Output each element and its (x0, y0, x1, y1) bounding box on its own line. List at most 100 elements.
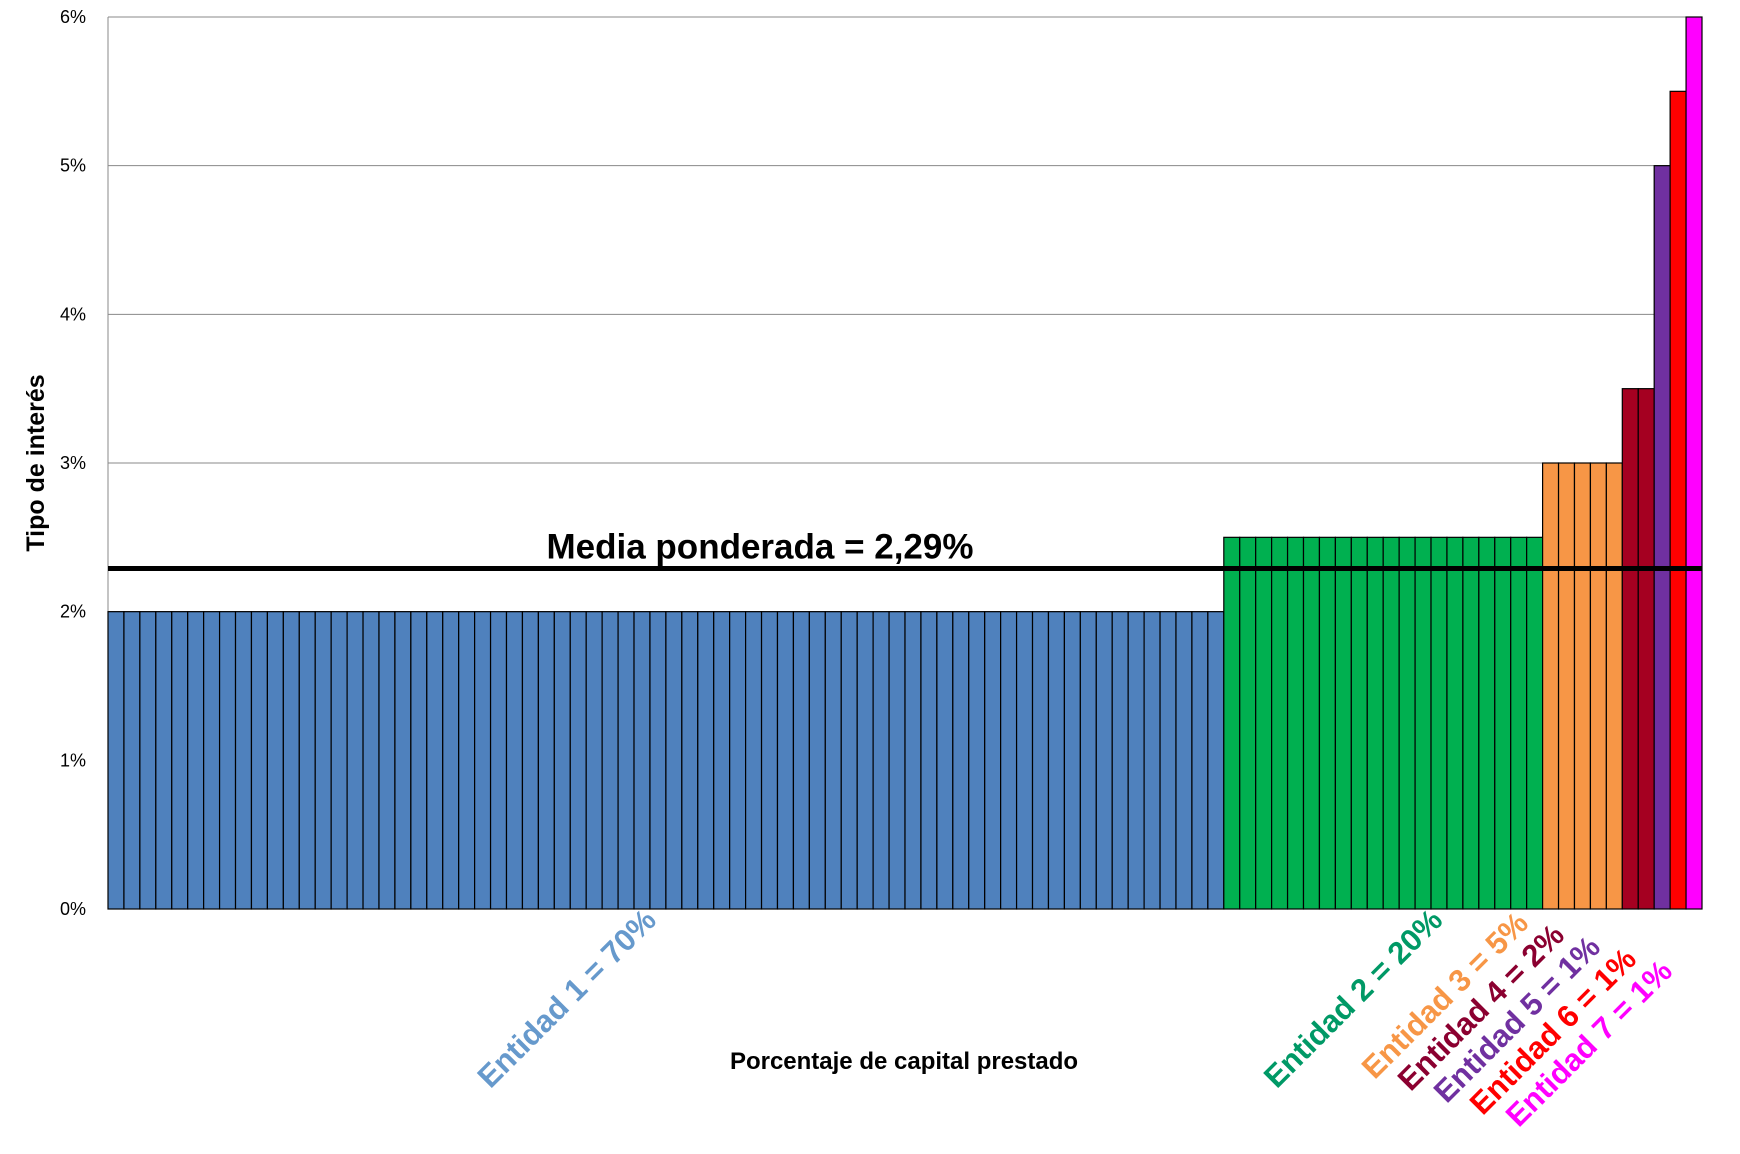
bar (1255, 536, 1273, 910)
bar (1414, 536, 1432, 910)
bar (1286, 536, 1305, 910)
bar (1589, 462, 1607, 910)
bar (1334, 536, 1352, 910)
bar (633, 611, 651, 910)
bar (171, 611, 189, 910)
bar (1143, 611, 1161, 910)
bar (1318, 536, 1336, 910)
bar (330, 611, 348, 910)
bar (155, 611, 173, 910)
bar (824, 611, 842, 910)
bar (1462, 536, 1480, 910)
bar (1111, 611, 1129, 910)
y-axis-title: Tipo de interés (22, 374, 50, 551)
entity-labels: Entidad 1 = 70% Entidad 2 = 20%Entidad 3 … (471, 902, 1679, 1133)
bar (426, 611, 444, 910)
bar (1478, 536, 1496, 910)
y-tick-label: 6% (60, 7, 86, 27)
bar (681, 611, 699, 910)
bar (665, 611, 683, 910)
bar (1191, 611, 1209, 910)
bar (1127, 611, 1145, 910)
bar (362, 611, 380, 910)
bar (1095, 611, 1113, 910)
bar (107, 611, 125, 910)
bar (984, 611, 1002, 910)
bar (537, 611, 555, 910)
y-tick-label: 2% (60, 602, 86, 622)
bar (920, 611, 938, 910)
bar (952, 611, 970, 910)
bar (1175, 611, 1193, 910)
bar (282, 611, 300, 910)
bar (1302, 536, 1321, 910)
bar (729, 611, 747, 910)
bar (266, 611, 284, 910)
bar (394, 611, 412, 910)
bar (139, 611, 157, 910)
bar (218, 611, 237, 910)
bar (410, 611, 428, 910)
bar (617, 611, 635, 910)
bar (872, 611, 890, 910)
bar (474, 611, 492, 910)
bar (1398, 536, 1416, 910)
y-tick-labels: 0% 1% 2% 3% 4% 5% 6% (60, 7, 86, 919)
bar (1350, 536, 1368, 910)
bar (744, 611, 763, 910)
bar (489, 611, 508, 910)
y-tick-label: 5% (60, 156, 86, 176)
bar (1047, 611, 1065, 910)
bar (521, 611, 539, 910)
bar (1159, 611, 1177, 910)
bar (1541, 462, 1560, 910)
bar (840, 611, 858, 910)
bar (1079, 611, 1097, 910)
bar (250, 611, 269, 910)
bar (936, 611, 954, 910)
bar (1000, 611, 1018, 910)
bar (792, 611, 810, 910)
x-axis-title: Porcentaje de capital prestado (730, 1048, 1078, 1075)
bar (1605, 462, 1623, 910)
bar (649, 611, 667, 910)
bar (1366, 536, 1384, 910)
bar (856, 611, 874, 910)
bar (808, 611, 826, 910)
bar (442, 611, 460, 910)
entity-label: Entidad 1 = 70% (471, 902, 663, 1094)
y-tick-label: 0% (60, 899, 86, 919)
bar (904, 611, 922, 910)
bars (107, 16, 1703, 910)
bar (346, 611, 364, 910)
bar (203, 611, 221, 910)
bar (1669, 90, 1687, 910)
bar (298, 611, 316, 910)
bar (888, 611, 906, 910)
bar (378, 611, 396, 910)
bar (458, 611, 476, 910)
bar (1653, 165, 1671, 910)
bar (697, 611, 715, 910)
bar (1446, 536, 1464, 910)
bar (1510, 536, 1528, 910)
bar (1557, 462, 1576, 910)
weighted-average-label: Media ponderada = 2,29% (547, 528, 974, 567)
bar (1685, 16, 1703, 910)
bar (505, 611, 524, 910)
bar (601, 611, 619, 910)
bar (1015, 611, 1034, 910)
y-tick-label: 4% (60, 304, 86, 324)
bar (1621, 388, 1639, 910)
bar (713, 611, 731, 910)
bar (1223, 536, 1241, 910)
bar (585, 611, 603, 910)
bar (1382, 536, 1400, 910)
bar (1637, 388, 1655, 910)
bar (553, 611, 571, 910)
bar (314, 611, 332, 910)
bar (1494, 536, 1512, 910)
bar (1573, 462, 1592, 910)
y-tick-label: 1% (60, 750, 86, 770)
bar (968, 611, 986, 910)
